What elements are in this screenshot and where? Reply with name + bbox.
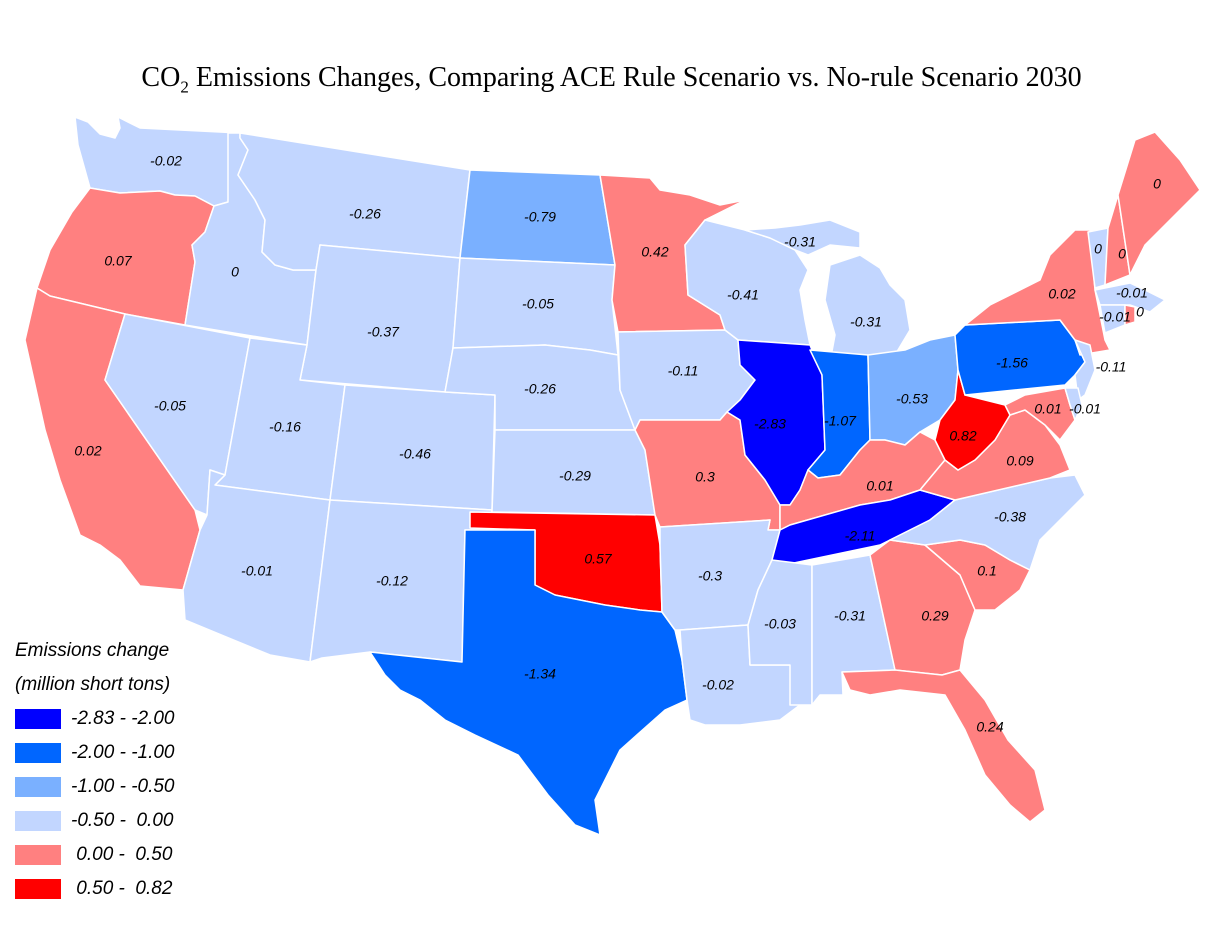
state-value-nm: -0.12 (376, 573, 408, 589)
legend-item: 0.00 - 0.50 (15, 838, 175, 872)
state-value-ar: -0.3 (698, 568, 722, 584)
state-value-ct: -0.01 (1099, 309, 1131, 325)
state-value-nc: -0.38 (994, 509, 1026, 525)
state-value-ia: -0.11 (668, 363, 699, 379)
legend-item: -0.50 - 0.00 (15, 804, 175, 838)
legend-swatch (15, 879, 61, 899)
state-value-ri: 0 (1136, 304, 1144, 320)
state-value-mt: -0.26 (349, 206, 381, 222)
legend-label: -2.83 - -2.00 (71, 708, 175, 729)
state-mi-up (744, 219, 861, 256)
state-value-in: -1.07 (824, 413, 857, 429)
state-value-az: -0.01 (241, 563, 273, 579)
state-value-la: -0.02 (702, 677, 734, 693)
state-value-il: -2.83 (754, 416, 786, 432)
state-value-nv: -0.05 (154, 398, 186, 414)
state-value-fl: 0.24 (976, 719, 1003, 735)
legend-swatch (15, 811, 61, 831)
state-value-ky: 0.01 (866, 478, 893, 494)
state-de (1064, 387, 1083, 421)
state-value-id: 0 (231, 264, 239, 280)
legend-item: -1.00 - -0.50 (15, 770, 175, 804)
state-value-de: -0.01 (1069, 401, 1101, 417)
state-value-nh: 0 (1118, 246, 1126, 262)
state-value-mi-up: -0.31 (784, 234, 816, 250)
state-tx (369, 529, 688, 836)
state-value-md: 0.01 (1034, 401, 1061, 417)
state-value-tn: -2.11 (845, 528, 876, 544)
state-value-vt: 0 (1094, 241, 1102, 257)
legend-item: -2.83 - -2.00 (15, 702, 175, 736)
state-value-wi: -0.41 (727, 287, 759, 303)
state-value-sc: 0.1 (977, 563, 996, 579)
state-value-ca: 0.02 (74, 443, 101, 459)
legend-label: 0.00 - 0.50 (71, 844, 173, 865)
legend-swatch (15, 743, 61, 763)
state-value-va: 0.09 (1006, 453, 1033, 469)
state-value-wv: 0.82 (949, 428, 976, 444)
state-value-or: 0.07 (104, 253, 132, 269)
state-value-co: -0.46 (399, 446, 431, 462)
legend-label: -1.00 - -0.50 (71, 776, 175, 797)
legend-label: -2.00 - -1.00 (71, 742, 175, 763)
state-value-mi: -0.31 (850, 314, 882, 330)
legend-item: -2.00 - -1.00 (15, 736, 175, 770)
state-mi (824, 254, 911, 363)
state-value-ma: -0.01 (1116, 285, 1148, 301)
state-me (1117, 131, 1201, 276)
state-value-mn: 0.42 (641, 244, 668, 260)
state-value-ga: 0.29 (921, 608, 948, 624)
state-ri (1124, 304, 1136, 326)
legend-title: Emissions change (15, 640, 170, 661)
state-value-me: 0 (1153, 176, 1161, 192)
state-value-ms: -0.03 (764, 616, 796, 632)
state-value-wa: -0.02 (150, 153, 182, 169)
legend-swatch (15, 777, 61, 797)
state-value-sd: -0.05 (522, 296, 554, 312)
state-value-oh: -0.53 (896, 391, 928, 407)
state-value-al: -0.31 (834, 608, 866, 624)
state-value-ok: 0.57 (584, 551, 612, 567)
legend-swatch (15, 845, 61, 865)
state-value-ks: -0.29 (559, 468, 591, 484)
legend: Emissions change (million short tons) -2… (15, 634, 175, 906)
state-value-ne: -0.26 (524, 381, 556, 397)
state-wy (299, 244, 461, 393)
state-nj (1074, 339, 1096, 401)
legend-subtitle: (million short tons) (15, 674, 171, 695)
state-value-tx: -1.34 (524, 666, 556, 682)
state-value-ny: 0.02 (1048, 286, 1075, 302)
legend-item: 0.50 - 0.82 (15, 872, 175, 906)
map-title: CO2 Emissions Changes, Comparing ACE Rul… (141, 62, 1082, 97)
state-fl (841, 669, 1046, 823)
state-nc (889, 474, 1086, 571)
state-value-pa: -1.56 (996, 355, 1028, 371)
state-ms (747, 559, 813, 706)
state-value-mo: 0.3 (695, 469, 715, 485)
legend-label: 0.50 - 0.82 (71, 878, 173, 899)
legend-swatch (15, 709, 61, 729)
state-value-ut: -0.16 (269, 419, 301, 435)
state-md (1004, 387, 1076, 441)
state-value-nj: -0.11 (1096, 359, 1127, 375)
state-value-wy: -0.37 (367, 324, 400, 340)
state-value-nd: -0.79 (524, 209, 556, 225)
legend-label: -0.50 - 0.00 (71, 810, 174, 831)
